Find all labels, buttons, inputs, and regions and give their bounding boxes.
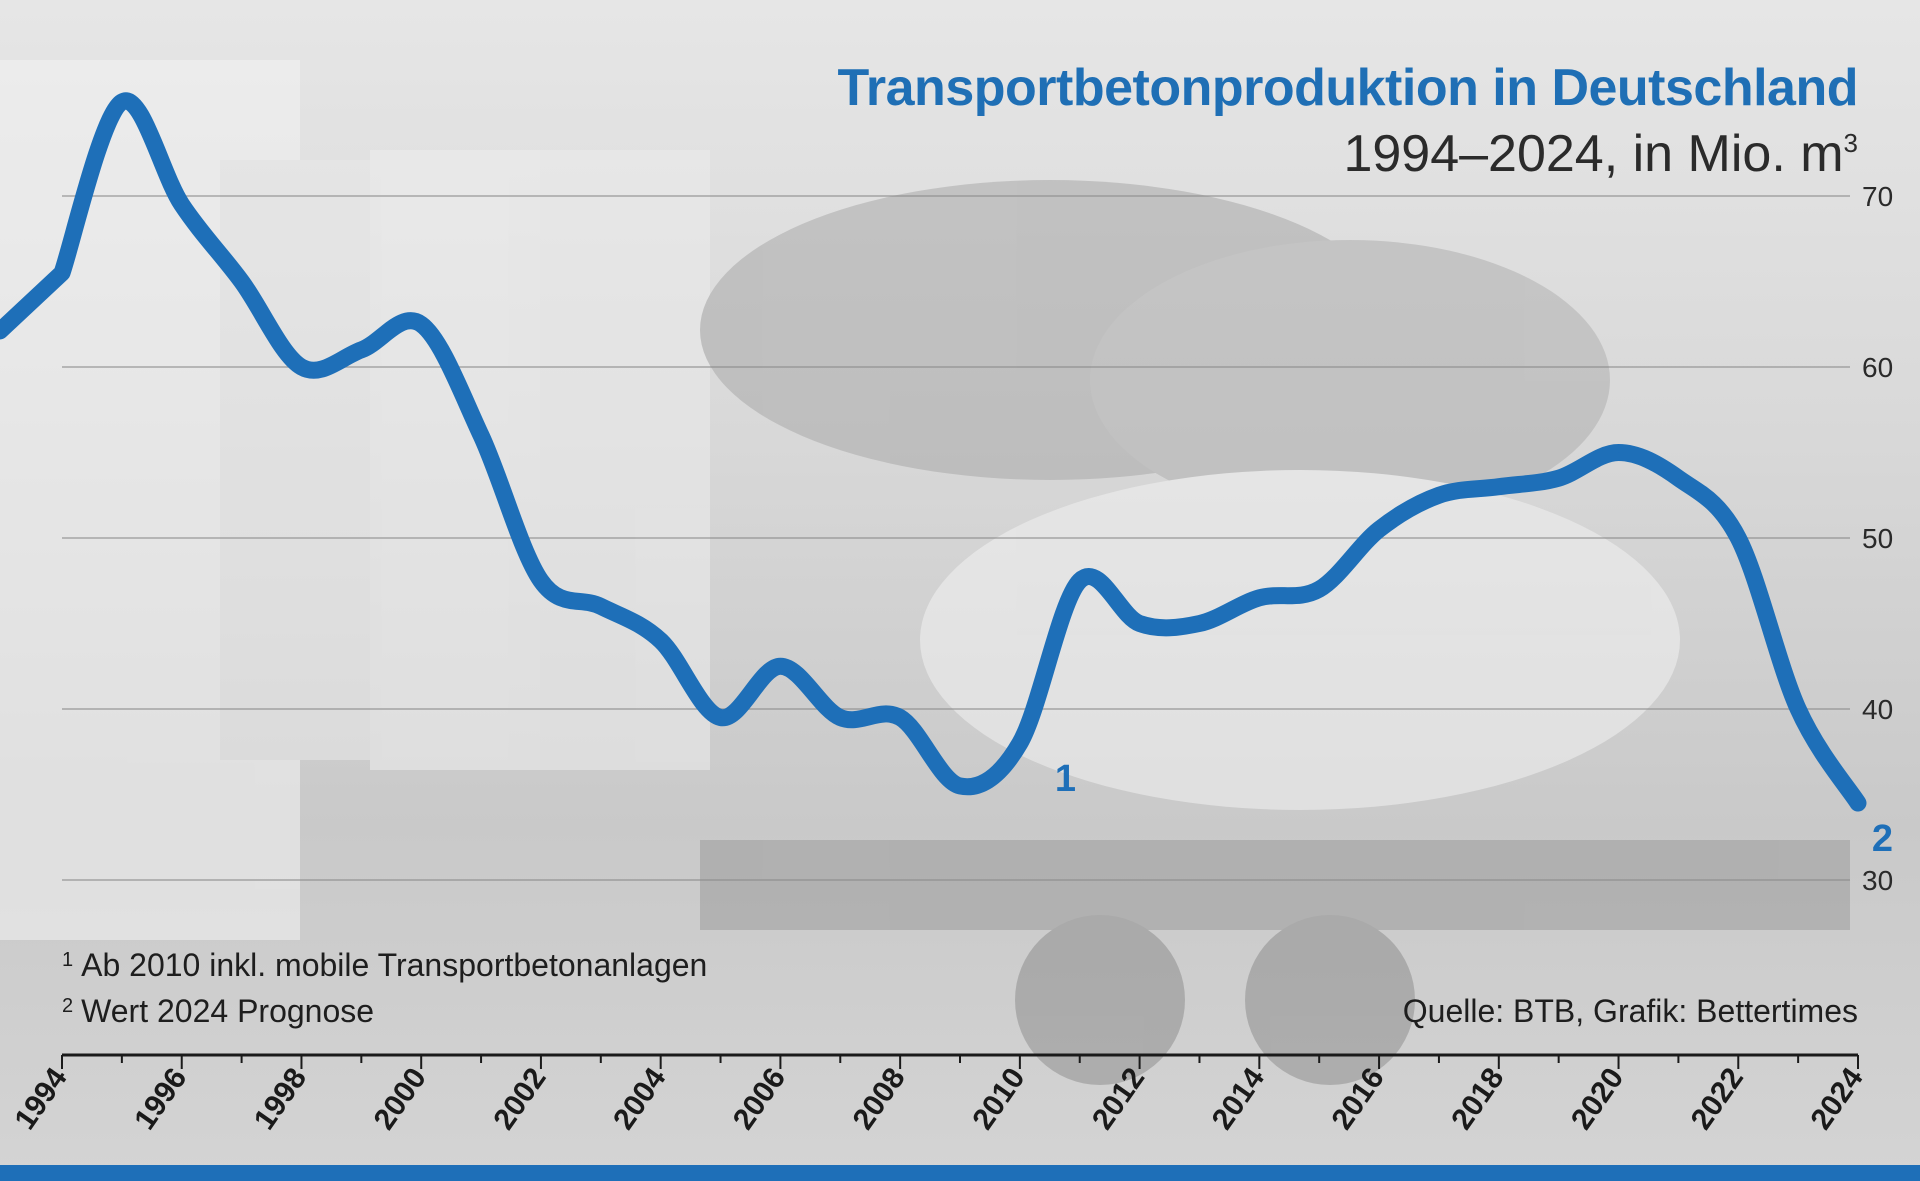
data-point bbox=[1258, 597, 1260, 599]
x-axis: 1994 1996 1998 2000 2002 2004 2006 2008 2010 2012… bbox=[8, 1053, 1870, 1136]
x-tick-label: 2004 bbox=[607, 1062, 672, 1136]
footnote-1-text: Ab 2010 inkl. mobile Transportbetonanlag… bbox=[81, 947, 708, 983]
data-point bbox=[1618, 452, 1620, 453]
data-point bbox=[1139, 623, 1141, 624]
footnote-2-text: Wert 2024 Prognose bbox=[81, 993, 375, 1029]
data-point bbox=[1677, 477, 1679, 479]
annotation-marker: 2 bbox=[1872, 818, 1893, 860]
data-point bbox=[959, 785, 961, 787]
data-point bbox=[480, 434, 482, 436]
x-tick-label: 2010 bbox=[966, 1062, 1031, 1136]
y-tick-label: 50 bbox=[1862, 523, 1893, 554]
x-tick-label: 1996 bbox=[128, 1062, 193, 1136]
grid-layer: 30 40 50 60 70 bbox=[62, 181, 1893, 896]
data-point bbox=[1019, 742, 1021, 744]
series-line bbox=[0, 92, 1867, 812]
data-point bbox=[600, 605, 602, 607]
x-tick-label: 2022 bbox=[1685, 1062, 1750, 1136]
x-tick-label: 2000 bbox=[368, 1062, 433, 1136]
y-tick-label: 60 bbox=[1862, 352, 1893, 383]
data-point bbox=[540, 580, 542, 582]
data-point bbox=[61, 272, 63, 274]
data-point bbox=[1378, 528, 1380, 530]
data-point bbox=[660, 640, 662, 642]
source-credit: Quelle: BTB, Grafik: Bettertimes bbox=[1402, 993, 1858, 1029]
y-tick-label: 70 bbox=[1862, 181, 1893, 212]
data-point bbox=[899, 717, 901, 719]
x-tick-label: 2024 bbox=[1804, 1062, 1869, 1136]
annotation-marker: 1 bbox=[1055, 758, 1076, 800]
annotation-layer: 12 bbox=[1055, 758, 1893, 860]
data-point bbox=[720, 717, 722, 719]
data-point bbox=[1498, 486, 1500, 488]
footnote-2: 2 Wert 2024 Prognose bbox=[62, 993, 374, 1030]
chart-title: Transportbetonproduktion in Deutschland bbox=[837, 59, 1859, 117]
x-tick-label: 2018 bbox=[1445, 1062, 1510, 1136]
x-tick-label: 1998 bbox=[248, 1062, 313, 1136]
data-point bbox=[779, 665, 781, 667]
bottom-accent-bar bbox=[0, 1165, 1920, 1181]
data-point bbox=[1198, 623, 1200, 624]
footnote-1: 1 Ab 2010 inkl. mobile Transportbetonanla… bbox=[62, 947, 707, 984]
x-tick-label: 2020 bbox=[1565, 1062, 1630, 1136]
data-point bbox=[1558, 477, 1560, 479]
data-point bbox=[241, 281, 243, 282]
y-tick-label: 40 bbox=[1862, 694, 1893, 725]
subtitle-superscript: 3 bbox=[1843, 128, 1858, 158]
data-point bbox=[1737, 537, 1739, 539]
background-scenery bbox=[0, 60, 1850, 1085]
x-tick-label: 2006 bbox=[727, 1062, 792, 1136]
data-point bbox=[1438, 494, 1440, 496]
x-tick-label: 2008 bbox=[847, 1062, 912, 1136]
data-point bbox=[1857, 802, 1859, 804]
data-point bbox=[1797, 708, 1799, 710]
data-point bbox=[1079, 580, 1081, 582]
data-point bbox=[360, 349, 362, 351]
x-tick-label: 2002 bbox=[487, 1062, 552, 1136]
footnote-1-marker: 1 bbox=[62, 949, 74, 971]
x-tick-label: 1994 bbox=[8, 1062, 73, 1136]
data-point bbox=[1318, 588, 1320, 590]
x-tick-label: 2014 bbox=[1206, 1062, 1271, 1136]
footnote-2-marker: 2 bbox=[62, 995, 74, 1017]
subtitle-text: 1994–2024, in Mio. m bbox=[1343, 125, 1844, 183]
chart-subtitle: 1994–2024, in Mio. m3 bbox=[1343, 124, 1858, 184]
series-layer bbox=[0, 92, 1867, 812]
data-point bbox=[121, 101, 123, 103]
data-point bbox=[300, 366, 302, 368]
data-point bbox=[420, 323, 422, 325]
data-point bbox=[181, 204, 183, 206]
y-tick-label: 30 bbox=[1862, 865, 1893, 896]
data-point bbox=[839, 717, 841, 719]
